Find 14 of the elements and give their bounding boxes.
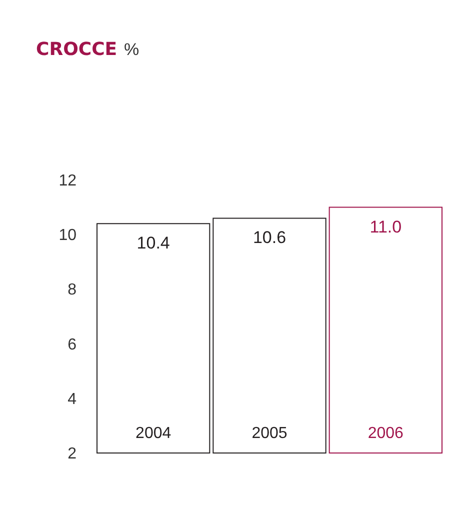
data-label: 10.6 [252, 228, 286, 248]
x-tick-label: 2004 [136, 425, 172, 442]
text: % [124, 40, 140, 59]
y-tick-label: 6 [68, 336, 77, 354]
chart-title: CROCCE [36, 39, 118, 60]
y-tick-label: 2 [68, 446, 77, 462]
data-label: 10.4 [136, 234, 170, 253]
y-tick-label: 4 [68, 390, 77, 408]
y-tick-label: 10 [58, 227, 77, 244]
data-label: 11.0 [370, 217, 402, 236]
y-tick-label: 8 [68, 282, 77, 299]
x-tick-label: 2006 [368, 425, 404, 442]
x-tick-label: 2005 [252, 425, 288, 442]
y-tick-label: 12 [58, 172, 77, 190]
